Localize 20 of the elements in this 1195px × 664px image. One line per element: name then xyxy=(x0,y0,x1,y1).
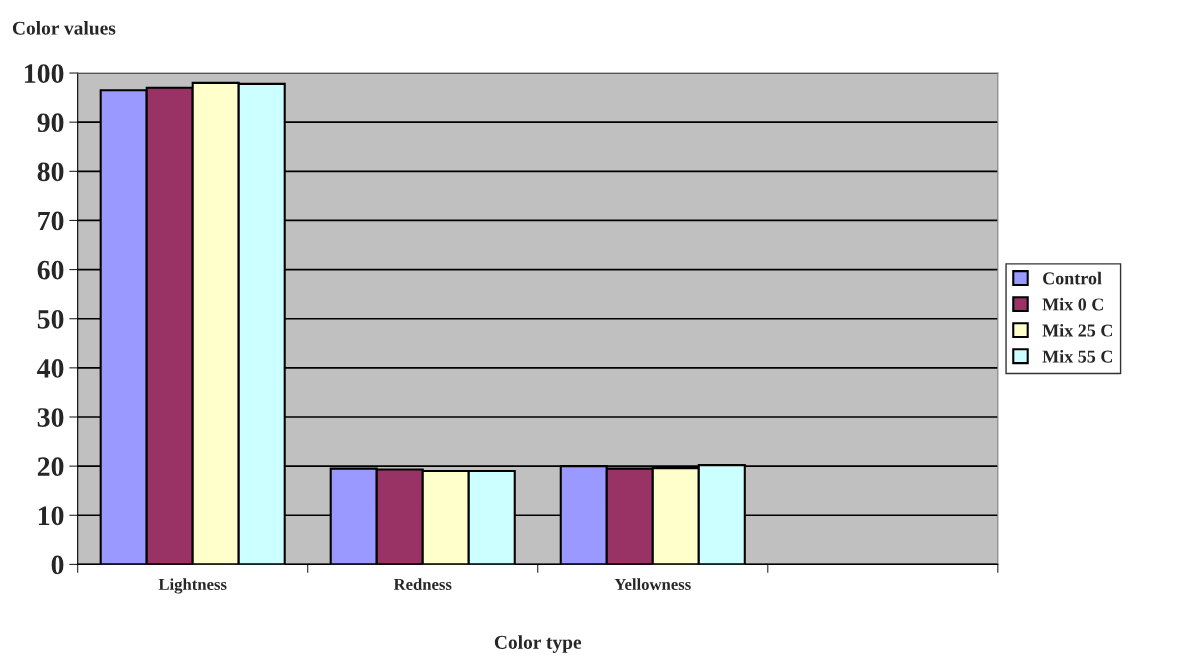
x-tick-label: Yellowness xyxy=(614,578,691,591)
y-axis-title: Color values xyxy=(12,21,116,35)
y-tick-label: 80 xyxy=(37,162,64,182)
y-tick-label: 10 xyxy=(38,506,64,526)
y-tick-label: 30 xyxy=(37,408,64,427)
y-tick-label: 60 xyxy=(37,260,64,280)
y-tick-label: 20 xyxy=(37,457,64,477)
legend-label: Mix 25 C xyxy=(1042,323,1112,337)
legend-label: Mix 55 C xyxy=(1042,349,1112,363)
x-tick-label: Lightness xyxy=(158,578,227,594)
y-tick-label: 0 xyxy=(51,555,64,575)
y-tick-label: 40 xyxy=(37,359,64,378)
y-tick-label: 50 xyxy=(37,309,64,329)
y-tick-label: 90 xyxy=(37,113,64,133)
legend-label: Control xyxy=(1043,271,1102,285)
y-tick-label: 100 xyxy=(25,64,64,83)
x-tick-label: Redness xyxy=(393,578,452,591)
x-axis-title: Color type xyxy=(494,635,582,653)
legend-label: Mix 0 C xyxy=(1042,297,1103,311)
y-tick-label: 70 xyxy=(38,211,64,231)
